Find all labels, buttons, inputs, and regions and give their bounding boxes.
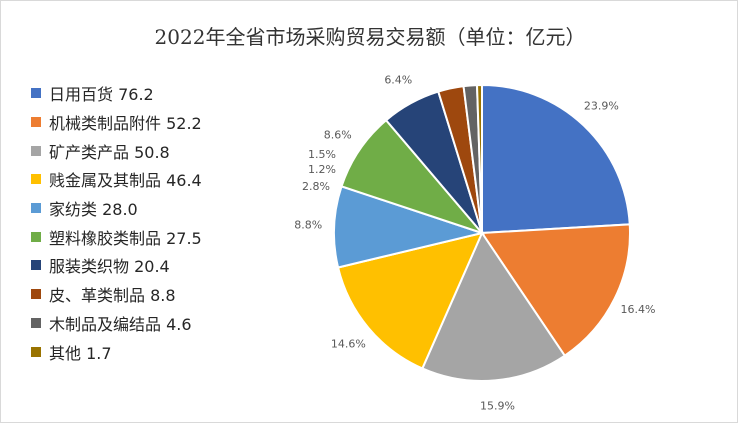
legend-item: 其他 1.7 [31, 337, 202, 366]
legend-label: 贱金属及其制品 46.4 [49, 171, 202, 191]
pie-slice-label: 1.5% [308, 148, 336, 161]
legend-swatch [31, 145, 41, 156]
legend-label: 机械类制品附件 52.2 [49, 114, 202, 134]
chart-title: 2022年全省市场采购贸易交易额（单位：亿元） [154, 25, 586, 49]
legend-item: 贱金属及其制品 46.4 [31, 165, 202, 194]
pie-slice [336, 231, 484, 370]
legend-swatch [31, 203, 41, 214]
legend-label: 皮、革类制品 8.8 [49, 286, 176, 306]
pie-slice [480, 223, 632, 358]
legend: 日用百货 76.2 机械类制品附件 52.2 矿产类产品 50.8 贱金属及其制品 4… [31, 79, 202, 366]
legend-swatch [31, 174, 41, 185]
pie-slice [333, 185, 486, 269]
legend-item: 矿产类产品 50.8 [31, 136, 202, 165]
pie-slice-label: 23.9% [584, 99, 619, 112]
pie-slice-label: 14.6% [331, 338, 366, 351]
legend-item: 木制品及编结品 4.6 [31, 309, 202, 338]
pie-slice-label: 16.4% [621, 303, 656, 316]
legend-swatch [31, 346, 41, 357]
legend-swatch [31, 317, 41, 328]
legend-item: 机械类制品附件 52.2 [31, 108, 202, 137]
pie-slice-label: 6.4% [384, 74, 412, 87]
legend-item: 服装类织物 20.4 [31, 251, 202, 280]
legend-label: 塑料橡胶类制品 27.5 [49, 228, 202, 248]
pie-slice [475, 83, 483, 234]
pie-slice-label: 15.9% [480, 399, 515, 412]
legend-label: 矿产类产品 50.8 [49, 142, 170, 162]
legend-swatch [31, 231, 41, 242]
legend-swatch [31, 260, 41, 271]
legend-item: 塑料橡胶类制品 27.5 [31, 222, 202, 251]
pie-slice [481, 83, 631, 235]
legend-label: 服装类织物 20.4 [49, 257, 170, 277]
legend-item: 皮、革类制品 8.8 [31, 280, 202, 309]
pie-slice [421, 230, 567, 382]
legend-item: 日用百货 76.2 [31, 79, 202, 108]
pie-slice-label: 8.8% [294, 219, 322, 232]
legend-label: 木制品及编结品 4.6 [49, 314, 192, 334]
pie-slice-label: 2.8% [302, 180, 330, 193]
legend-swatch [31, 88, 41, 99]
pie-slice-label: 8.6% [324, 129, 352, 142]
legend-swatch [31, 117, 41, 128]
legend-swatch [31, 289, 41, 300]
legend-label: 其他 1.7 [49, 343, 112, 363]
legend-label: 家纺类 28.0 [49, 200, 138, 220]
legend-label: 日用百货 76.2 [49, 85, 154, 105]
pie-slice-label: 1.2% [308, 163, 336, 176]
legend-item: 家纺类 28.0 [31, 194, 202, 223]
